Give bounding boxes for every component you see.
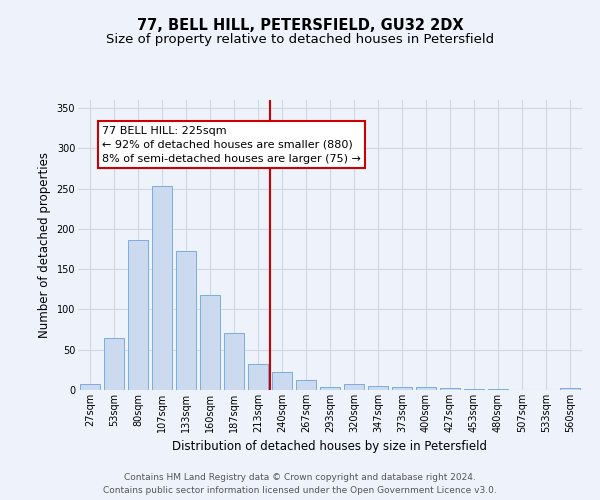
Bar bbox=[320, 387, 340, 390]
Bar bbox=[224, 333, 244, 390]
Text: 77 BELL HILL: 225sqm
← 92% of detached houses are smaller (880)
8% of semi-detac: 77 BELL HILL: 225sqm ← 92% of detached h… bbox=[102, 126, 361, 164]
Bar bbox=[344, 384, 364, 390]
Bar bbox=[104, 338, 124, 390]
Bar bbox=[560, 388, 580, 390]
Bar bbox=[200, 295, 220, 390]
Y-axis label: Number of detached properties: Number of detached properties bbox=[38, 152, 51, 338]
Bar bbox=[152, 186, 172, 390]
Bar bbox=[416, 387, 436, 390]
Text: Contains HM Land Registry data © Crown copyright and database right 2024.
Contai: Contains HM Land Registry data © Crown c… bbox=[103, 474, 497, 495]
Text: 77, BELL HILL, PETERSFIELD, GU32 2DX: 77, BELL HILL, PETERSFIELD, GU32 2DX bbox=[137, 18, 463, 32]
Bar bbox=[368, 386, 388, 390]
Bar bbox=[176, 252, 196, 390]
Bar bbox=[488, 389, 508, 390]
Bar bbox=[80, 384, 100, 390]
Bar bbox=[248, 364, 268, 390]
Bar bbox=[392, 387, 412, 390]
Bar bbox=[464, 389, 484, 390]
X-axis label: Distribution of detached houses by size in Petersfield: Distribution of detached houses by size … bbox=[173, 440, 487, 454]
Bar bbox=[128, 240, 148, 390]
Text: Size of property relative to detached houses in Petersfield: Size of property relative to detached ho… bbox=[106, 32, 494, 46]
Bar bbox=[296, 380, 316, 390]
Bar bbox=[440, 388, 460, 390]
Bar bbox=[272, 372, 292, 390]
